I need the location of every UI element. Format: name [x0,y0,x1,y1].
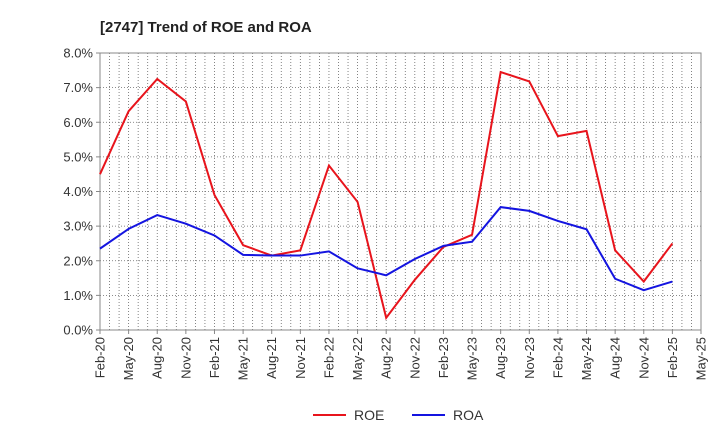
x-tick-label: Aug-22 [379,337,394,379]
x-tick-label: Nov-22 [407,337,422,379]
x-tick-label: Aug-23 [493,337,508,379]
x-tick-label: Nov-23 [522,337,537,379]
x-tick-label: Feb-22 [321,337,336,378]
x-tick-label: May-20 [121,337,136,380]
x-tick-label: Feb-25 [665,337,680,378]
x-tick-label: Nov-21 [293,337,308,379]
y-tick-label: 6.0% [63,115,93,130]
series-lines [99,70,674,321]
x-tick-label: Feb-20 [93,337,108,378]
x-tick-label: Nov-20 [178,337,193,379]
x-tick-label: Feb-24 [550,337,565,378]
y-tick-label: 3.0% [63,219,93,234]
legend: ROE ROA [313,407,484,423]
y-tick-label: 0.0% [63,323,93,338]
chart-title: [2747] Trend of ROE and ROA [100,19,312,36]
y-tick-label: 1.0% [63,288,93,303]
x-tick-label: May-21 [236,337,251,380]
y-tick-label: 2.0% [63,253,93,268]
x-tick-label: May-22 [350,337,365,380]
grid [100,52,701,330]
x-tick-label: Aug-24 [608,337,623,379]
legend-label-roa: ROA [453,407,484,423]
legend-label-roe: ROE [354,407,384,423]
x-axis-ticks: Feb-20 May-20 Aug-20 Nov-20 Feb-21 May-21 Aug-… [93,330,709,380]
y-tick-label: 5.0% [63,149,93,164]
x-tick-label: Aug-21 [264,337,279,379]
x-tick-label: May-25 [694,337,709,380]
x-tick-label: Nov-24 [636,337,651,379]
y-tick-label: 8.0% [63,46,93,61]
x-tick-label: Aug-20 [150,337,165,379]
x-tick-label: Feb-21 [207,337,222,378]
x-tick-label: Feb-23 [436,337,451,378]
y-tick-label: 4.0% [63,184,93,199]
y-tick-label: 7.0% [63,80,93,95]
x-tick-label: May-24 [579,337,594,380]
y-axis-ticks: 0.0% 1.0% 2.0% 3.0% 4.0% 5.0% 6.0% 7.0% 8.0% [63,46,100,338]
x-tick-label: May-23 [465,337,480,380]
